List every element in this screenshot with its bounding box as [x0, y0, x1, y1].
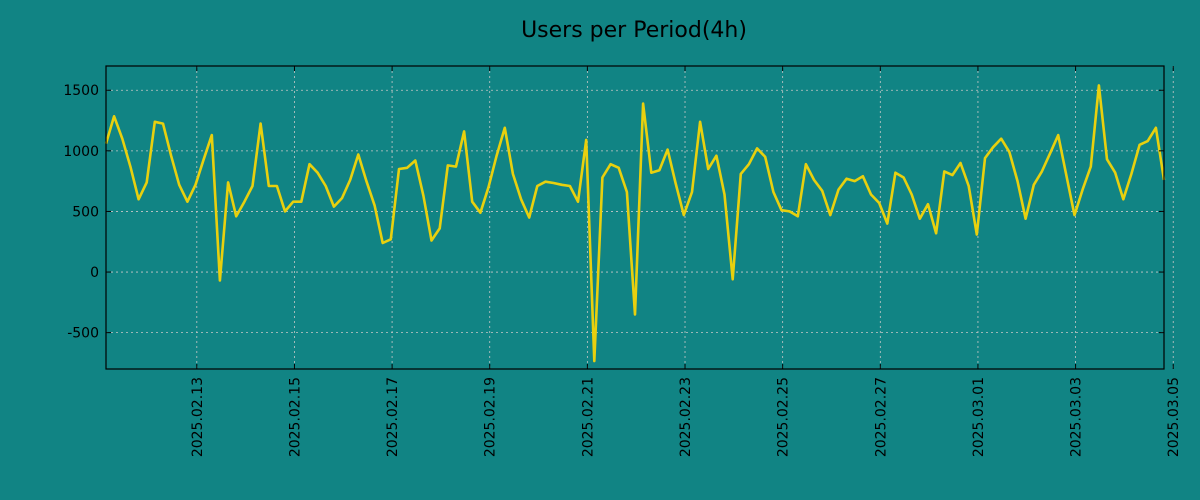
x-tick-label: 2025.02.25: [776, 377, 792, 457]
y-tick-label: 1500: [63, 83, 99, 99]
axis-ticks: [106, 66, 1174, 369]
y-tick-label: -500: [67, 326, 99, 342]
series-line-users: [104, 84, 1166, 363]
x-tick-label: 2025.02.17: [385, 377, 401, 457]
y-tick-label: 0: [90, 265, 99, 281]
x-tick-label: 2025.03.01: [971, 377, 987, 457]
y-tick-label: 500: [72, 204, 99, 220]
x-tick-label: 2025.02.23: [678, 377, 694, 457]
x-tick-label: 2025.03.03: [1069, 377, 1085, 457]
plot-frame: [105, 65, 1165, 370]
x-tick-label: 2025.02.13: [190, 377, 206, 457]
grid-lines: [106, 66, 1174, 369]
chart-title: Users per Period(4h): [521, 18, 747, 43]
x-tick-label: 2025.02.15: [287, 377, 303, 457]
x-tick-label: 2025.02.27: [873, 377, 889, 457]
tick-labels: -500 0 500 1000 1500 2025.02.13 2025.02.15 2025…: [63, 83, 1182, 457]
series-layer: [104, 84, 1166, 363]
x-tick-label: 2025.02.19: [483, 377, 499, 457]
x-tick-label: 2025.02.21: [580, 377, 596, 457]
y-tick-label: 1000: [63, 144, 99, 160]
x-tick-label: 2025.03.05: [1166, 377, 1182, 457]
